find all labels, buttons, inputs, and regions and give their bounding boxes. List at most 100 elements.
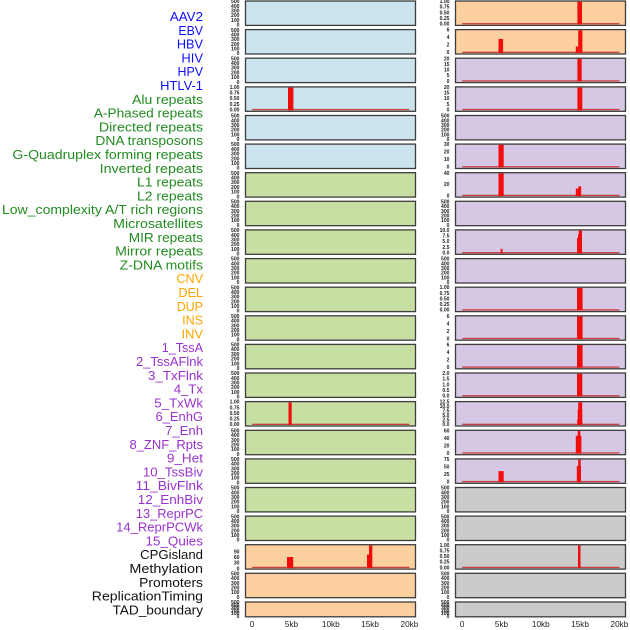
svg-text:L2 repeats: L2 repeats bbox=[137, 188, 203, 203]
svg-text:400: 400 bbox=[231, 61, 240, 67]
svg-text:500: 500 bbox=[231, 314, 240, 320]
svg-text:G-Quadruplex forming repeats: G-Quadruplex forming repeats bbox=[12, 147, 203, 162]
svg-text:100: 100 bbox=[231, 75, 240, 81]
svg-text:100: 100 bbox=[231, 476, 240, 482]
svg-text:0: 0 bbox=[237, 366, 240, 372]
svg-text:300: 300 bbox=[231, 237, 240, 243]
svg-text:5kb: 5kb bbox=[285, 620, 299, 629]
svg-text:100: 100 bbox=[231, 447, 240, 453]
svg-text:0.5: 0.5 bbox=[442, 388, 449, 394]
svg-text:400: 400 bbox=[231, 433, 240, 439]
svg-text:0: 0 bbox=[237, 509, 240, 515]
svg-text:500: 500 bbox=[441, 257, 450, 263]
svg-text:8_ZNF_Rpts: 8_ZNF_Rpts bbox=[130, 437, 204, 452]
svg-text:200: 200 bbox=[231, 13, 240, 19]
svg-text:400: 400 bbox=[231, 576, 240, 582]
svg-text:CPGisland: CPGisland bbox=[140, 547, 203, 562]
svg-text:Directed repeats: Directed repeats bbox=[99, 119, 203, 134]
svg-text:6: 6 bbox=[447, 342, 450, 348]
svg-text:1.00: 1.00 bbox=[440, 0, 450, 5]
svg-text:4_Tx: 4_Tx bbox=[174, 382, 204, 397]
svg-text:100: 100 bbox=[231, 218, 240, 224]
svg-text:0: 0 bbox=[237, 137, 240, 143]
svg-text:500: 500 bbox=[231, 257, 240, 263]
svg-text:500: 500 bbox=[231, 28, 240, 34]
svg-text:1.00: 1.00 bbox=[440, 543, 450, 549]
svg-text:300: 300 bbox=[231, 152, 240, 158]
svg-text:300: 300 bbox=[231, 37, 240, 43]
svg-text:4: 4 bbox=[447, 350, 450, 356]
svg-text:100: 100 bbox=[231, 361, 240, 367]
svg-text:0.0: 0.0 bbox=[442, 394, 449, 400]
svg-text:5.0: 5.0 bbox=[442, 239, 449, 245]
svg-text:7_Enh: 7_Enh bbox=[165, 423, 203, 438]
svg-text:400: 400 bbox=[231, 319, 240, 325]
svg-text:0.25: 0.25 bbox=[440, 560, 450, 566]
svg-text:6: 6 bbox=[447, 314, 450, 320]
svg-text:0.50: 0.50 bbox=[440, 554, 450, 560]
svg-text:4: 4 bbox=[447, 321, 450, 327]
svg-text:300: 300 bbox=[441, 495, 450, 501]
svg-text:HBV: HBV bbox=[177, 37, 203, 52]
svg-text:0.50: 0.50 bbox=[230, 411, 240, 417]
svg-text:0: 0 bbox=[237, 452, 240, 458]
svg-text:0.25: 0.25 bbox=[230, 417, 240, 423]
svg-text:100: 100 bbox=[441, 590, 450, 596]
svg-text:20kb: 20kb bbox=[401, 620, 419, 629]
svg-text:100: 100 bbox=[231, 132, 240, 138]
svg-text:300: 300 bbox=[231, 352, 240, 358]
svg-text:100: 100 bbox=[231, 504, 240, 510]
svg-text:300: 300 bbox=[231, 209, 240, 215]
svg-text:0.25: 0.25 bbox=[230, 102, 240, 108]
svg-text:200: 200 bbox=[231, 70, 240, 76]
svg-text:0.25: 0.25 bbox=[440, 302, 450, 308]
svg-text:500: 500 bbox=[231, 486, 240, 492]
svg-text:300: 300 bbox=[231, 266, 240, 272]
svg-text:2.5: 2.5 bbox=[442, 245, 449, 251]
svg-text:0: 0 bbox=[237, 595, 240, 601]
svg-text:15kb: 15kb bbox=[571, 620, 589, 629]
svg-text:0: 0 bbox=[447, 79, 450, 85]
svg-text:200: 200 bbox=[441, 500, 450, 506]
svg-text:DNA transposons: DNA transposons bbox=[95, 133, 203, 148]
svg-text:0: 0 bbox=[237, 223, 240, 229]
svg-text:0.75: 0.75 bbox=[440, 548, 450, 554]
svg-text:0: 0 bbox=[237, 251, 240, 257]
svg-text:100: 100 bbox=[231, 333, 240, 339]
svg-text:100: 100 bbox=[231, 275, 240, 281]
svg-text:300: 300 bbox=[441, 209, 450, 215]
svg-text:0: 0 bbox=[237, 395, 240, 401]
svg-text:500: 500 bbox=[231, 285, 240, 291]
svg-text:0.75: 0.75 bbox=[440, 5, 450, 11]
svg-text:11_BivFlnk: 11_BivFlnk bbox=[136, 478, 204, 493]
svg-text:200: 200 bbox=[231, 299, 240, 305]
svg-text:0.50: 0.50 bbox=[230, 96, 240, 102]
svg-text:0: 0 bbox=[447, 280, 450, 286]
svg-text:500: 500 bbox=[231, 371, 240, 377]
svg-text:5.0: 5.0 bbox=[442, 413, 449, 419]
svg-text:0.00: 0.00 bbox=[440, 22, 450, 28]
svg-text:10_TssBiv: 10_TssBiv bbox=[143, 464, 204, 479]
svg-text:500: 500 bbox=[441, 486, 450, 492]
svg-text:400: 400 bbox=[231, 462, 240, 468]
svg-text:15: 15 bbox=[444, 91, 450, 97]
svg-text:Microsatellites: Microsatellites bbox=[113, 216, 203, 231]
svg-text:0.75: 0.75 bbox=[230, 91, 240, 97]
svg-text:100: 100 bbox=[231, 390, 240, 396]
svg-text:0: 0 bbox=[237, 23, 240, 29]
svg-text:400: 400 bbox=[441, 519, 450, 525]
svg-text:400: 400 bbox=[231, 147, 240, 153]
svg-text:200: 200 bbox=[441, 528, 450, 534]
svg-text:500: 500 bbox=[231, 0, 240, 5]
svg-text:20: 20 bbox=[444, 56, 450, 62]
svg-text:200: 200 bbox=[231, 271, 240, 277]
svg-text:Z-DNA motifs: Z-DNA motifs bbox=[120, 257, 203, 272]
svg-text:30: 30 bbox=[234, 561, 240, 567]
svg-text:500: 500 bbox=[441, 514, 450, 520]
svg-text:200: 200 bbox=[231, 128, 240, 134]
svg-text:INV: INV bbox=[182, 326, 204, 341]
svg-text:400: 400 bbox=[231, 4, 240, 10]
svg-text:0: 0 bbox=[447, 137, 450, 143]
svg-text:200: 200 bbox=[441, 271, 450, 277]
svg-text:0.00: 0.00 bbox=[230, 422, 240, 428]
